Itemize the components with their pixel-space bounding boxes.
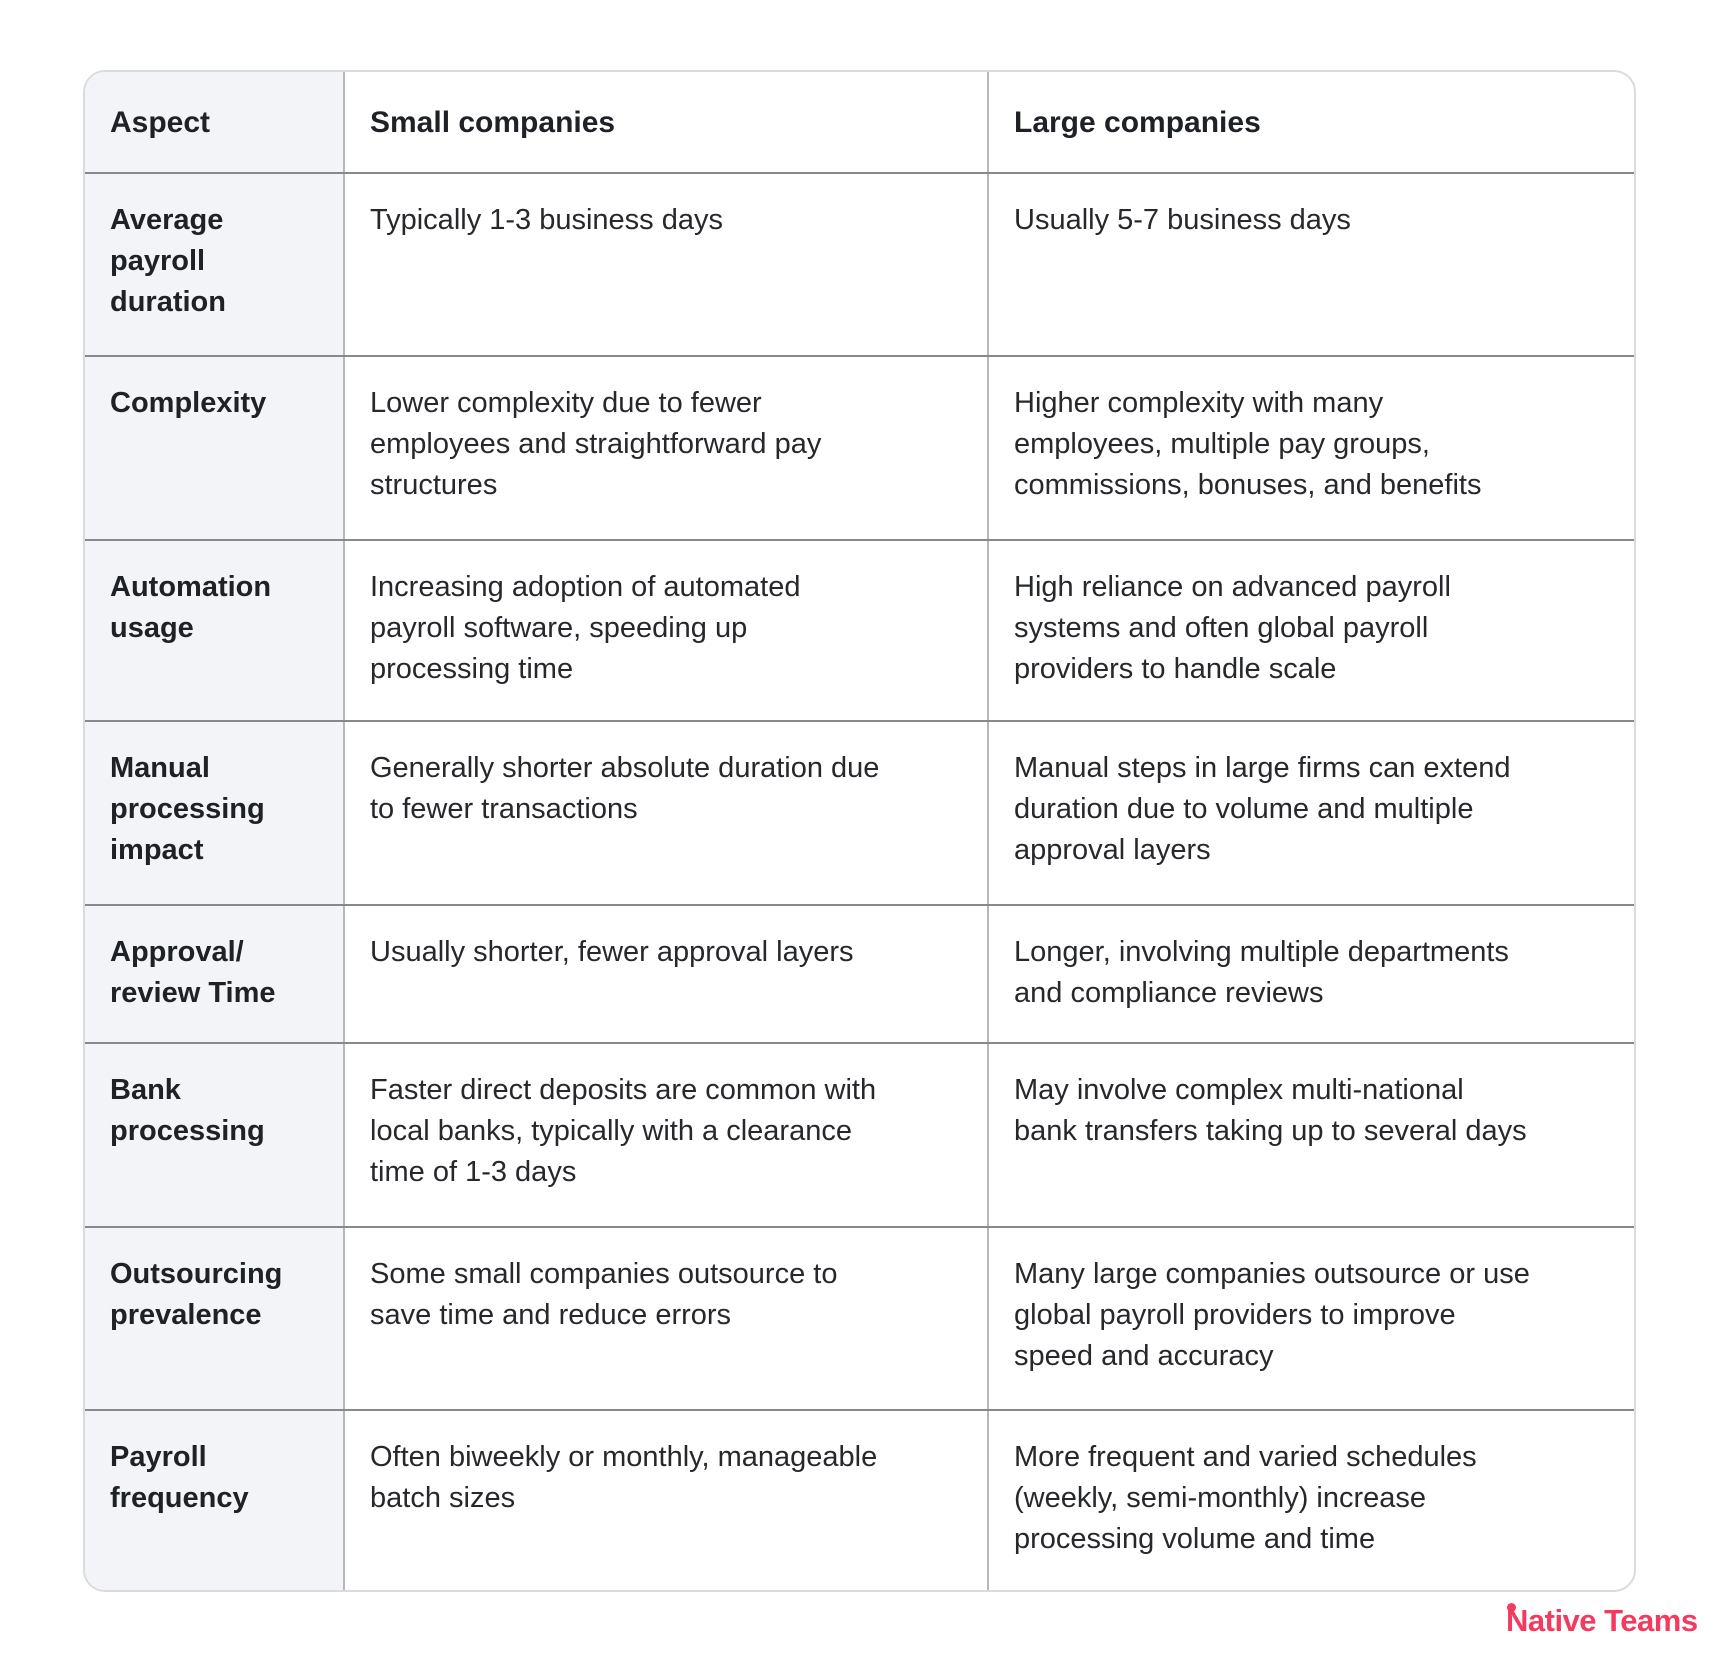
table-row: Average payroll duration Typically 1-3 b… (85, 172, 1634, 355)
native-teams-logo: Native Teams (1506, 1603, 1698, 1639)
large-companies-cell: Many large companies outsource or use gl… (1014, 1258, 1530, 1372)
table-row: Automation usage Increasing adoption of … (85, 539, 1634, 720)
large-companies-cell: Manual steps in large firms can extend d… (1014, 752, 1511, 866)
small-companies-cell: Usually shorter, fewer approval layers (345, 906, 989, 1042)
column-header-large-companies: Large companies (1014, 105, 1261, 139)
table-row: Complexity Lower complexity due to fewer… (85, 355, 1634, 539)
table-row: Payroll frequency Often biweekly or mont… (85, 1409, 1634, 1590)
small-companies-cell: Lower complexity due to fewer employees … (345, 357, 989, 539)
comparison-table: Aspect Small companies Large companies A… (83, 70, 1636, 1592)
large-companies-cell: May involve complex multi-national bank … (1014, 1074, 1527, 1147)
aspect-cell: Average payroll duration (85, 174, 345, 355)
aspect-cell: Complexity (85, 357, 345, 539)
aspect-cell: Automation usage (85, 541, 345, 720)
small-companies-cell: Often biweekly or monthly, manageable ba… (345, 1411, 989, 1590)
aspect-cell: Payroll frequency (85, 1411, 345, 1590)
small-companies-cell: Faster direct deposits are common with l… (345, 1044, 989, 1226)
small-companies-cell: Increasing adoption of automated payroll… (345, 541, 989, 720)
table-body: Average payroll duration Typically 1-3 b… (85, 172, 1634, 1590)
aspect-cell: Bank processing (85, 1044, 345, 1226)
table-row: Bank processing Faster direct deposits a… (85, 1042, 1634, 1226)
large-companies-cell: High reliance on advanced payroll system… (1014, 571, 1451, 685)
table-row: Outsourcing prevalence Some small compan… (85, 1226, 1634, 1409)
large-companies-cell: More frequent and varied schedules (week… (1014, 1441, 1477, 1555)
column-header-aspect: Aspect (85, 72, 345, 172)
aspect-cell: Approval/ review Time (85, 906, 345, 1042)
large-companies-cell: Higher complexity with many employees, m… (1014, 387, 1482, 501)
logo-n-dot-icon (1507, 1603, 1516, 1612)
aspect-cell: Manual processing impact (85, 722, 345, 904)
column-header-small-companies: Small companies (345, 72, 989, 172)
table-row: Manual processing impact Generally short… (85, 720, 1634, 904)
header-row: Aspect Small companies Large companies (85, 72, 1634, 172)
table-row: Approval/ review Time Usually shorter, f… (85, 904, 1634, 1042)
large-companies-cell: Longer, involving multiple departments a… (1014, 936, 1509, 1009)
small-companies-cell: Typically 1-3 business days (345, 174, 989, 355)
small-companies-cell: Some small companies outsource to save t… (345, 1228, 989, 1409)
large-companies-cell: Usually 5-7 business days (1014, 204, 1351, 236)
logo-text: Native Teams (1506, 1603, 1698, 1638)
small-companies-cell: Generally shorter absolute duration due … (345, 722, 989, 904)
aspect-cell: Outsourcing prevalence (85, 1228, 345, 1409)
